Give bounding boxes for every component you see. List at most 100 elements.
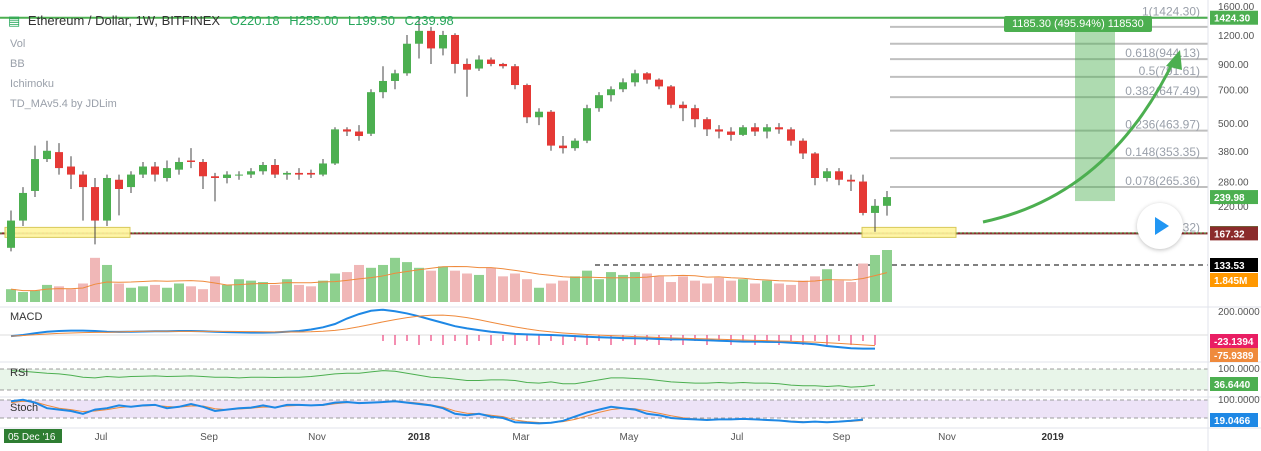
measure-label[interactable]: 1185.30 (495.94%) 118530: [1004, 16, 1152, 32]
time-label: 05 Dec '16: [8, 432, 56, 443]
volume-bar: [654, 276, 664, 302]
volume-bar: [174, 283, 184, 302]
macd-title[interactable]: MACD: [10, 311, 43, 323]
candle-body: [307, 172, 315, 175]
price-tag: 1.845M: [1214, 276, 1247, 287]
candle-body: [607, 89, 615, 96]
macd-signal-line: [10, 314, 876, 347]
candle-body: [559, 145, 567, 149]
time-label: Nov: [938, 432, 956, 443]
collapse-icon[interactable]: ▤: [8, 13, 21, 28]
volume-bar: [546, 283, 556, 302]
high-value: H255.00: [289, 13, 339, 28]
candle-body: [871, 205, 879, 213]
price-tag-bg: [1210, 190, 1258, 205]
volume-bar: [294, 284, 304, 302]
symbol-title[interactable]: Ethereum / Dollar, 1W, BITFINEX: [27, 13, 221, 28]
price-tag-bg: [1210, 273, 1258, 287]
candle-body: [127, 174, 135, 188]
play-button[interactable]: [1137, 203, 1183, 249]
candle-body: [319, 163, 327, 175]
volume-bar: [162, 287, 172, 302]
volume-bar: [282, 279, 292, 302]
volume-bar: [6, 289, 16, 302]
projection-arrow: [982, 57, 1177, 224]
candle-body: [367, 92, 375, 134]
price-tick-label: 380.00: [1218, 147, 1249, 158]
volume-bar: [786, 284, 796, 302]
candle-body: [715, 129, 723, 132]
volume-bar: [846, 282, 856, 302]
fib-label: 0.078(265.36): [1125, 174, 1200, 188]
candle-body: [187, 160, 195, 162]
volume-bar: [630, 272, 640, 302]
candle-body: [451, 34, 459, 64]
volume-bar: [246, 280, 256, 302]
candle-body: [691, 108, 699, 120]
stoch-title[interactable]: Stoch: [10, 402, 39, 414]
candle-body: [799, 140, 807, 154]
volume-bar: [534, 287, 544, 302]
candle-body: [211, 176, 219, 178]
volume-bar: [222, 284, 232, 302]
volume-bar: [150, 284, 160, 302]
price-tag-bg: [1210, 258, 1258, 272]
fib-label: 0.236(463.97): [1125, 118, 1200, 132]
measure-box: [1075, 21, 1115, 202]
volume-bar: [450, 270, 460, 302]
candle-body: [331, 129, 339, 164]
volume-bar: [558, 280, 568, 302]
candles-layer: [7, 17, 1182, 252]
volume-bar: [810, 276, 820, 302]
candle-body: [295, 172, 303, 175]
candle-body: [391, 73, 399, 81]
stoch-layer: [0, 398, 1208, 425]
indicator-vol[interactable]: Vol: [10, 38, 26, 50]
projection-arrowhead: [1166, 50, 1182, 70]
candle-body: [379, 80, 387, 93]
volume-bar: [822, 269, 832, 302]
fib-label: 0.618(944.13): [1125, 46, 1200, 60]
open-value: O220.18: [229, 13, 280, 28]
rsi-line: [10, 370, 876, 388]
stoch-tag: 19.0466: [1214, 416, 1251, 427]
candle-body: [547, 111, 555, 146]
volume-bar: [774, 283, 784, 302]
candle-body: [103, 177, 111, 221]
candle-body: [727, 131, 735, 135]
price-tick-label: 220.00: [1218, 202, 1249, 213]
candle-body: [787, 129, 795, 141]
candle-body: [835, 171, 843, 180]
volume-bar: [306, 286, 316, 302]
candle-body: [811, 153, 819, 178]
volume-layer: [6, 250, 892, 302]
candle-body: [619, 82, 627, 90]
volume-bar: [666, 282, 676, 302]
time-label: Jul: [95, 432, 108, 443]
fib-label: 0.148(353.35): [1125, 145, 1200, 159]
volume-bar: [198, 289, 208, 302]
candle-body: [355, 131, 363, 137]
price-tag-bg: [1210, 10, 1258, 25]
candle-body: [223, 174, 231, 178]
time-label: 2019: [1041, 432, 1064, 443]
price-tick-label: 700.00: [1218, 85, 1249, 96]
volume-bar: [762, 280, 772, 302]
time-axis[interactable]: 05 Dec '16 Jul Sep Nov 2018 Mar May Jul Sep Nov 20…: [4, 429, 1064, 443]
indicator-ichimoku[interactable]: Ichimoku: [10, 78, 55, 90]
candle-body: [487, 59, 495, 64]
candle-body: [631, 73, 639, 83]
candle-body: [199, 161, 207, 177]
indicator-bb[interactable]: BB: [10, 58, 25, 70]
volume-bar: [66, 289, 76, 302]
indicator-td-ma[interactable]: TD_MAv5.4 by JDLim: [10, 98, 117, 110]
rsi-title[interactable]: RSI: [10, 367, 29, 379]
volume-ma-line: [10, 266, 888, 292]
price-tag: 239.98: [1214, 193, 1245, 204]
volume-bar: [390, 257, 400, 302]
candle-body: [7, 220, 15, 248]
volume-bar: [90, 257, 100, 302]
volume-bar: [366, 267, 376, 302]
